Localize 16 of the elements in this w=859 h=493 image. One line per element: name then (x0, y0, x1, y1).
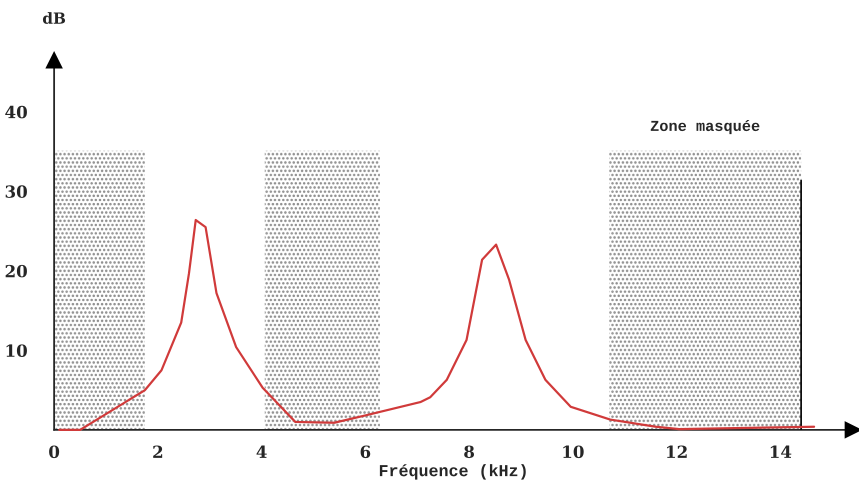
x-tick-label: 4 (256, 445, 267, 458)
x-tick-label: 12 (667, 445, 687, 458)
band-label: Zone masquée (650, 120, 760, 134)
x-tick-label: 2 (153, 445, 162, 458)
y-axis-title: dB (42, 12, 66, 24)
x-tick-label: 14 (770, 445, 792, 458)
x-tick-label: 8 (464, 445, 474, 458)
x-tick-label: 10 (563, 445, 584, 458)
y-tick-label: 20 (6, 264, 27, 278)
x-axis-title: Fréquence (kHz) (380, 464, 526, 480)
y-tick-label: 30 (6, 185, 27, 198)
y-tick-label: 10 (6, 344, 27, 357)
y-tick-label: 40 (5, 106, 27, 118)
line-series (58, 218, 816, 432)
x-tick-label: 0 (49, 445, 60, 458)
x-tick-label: 6 (360, 445, 370, 458)
